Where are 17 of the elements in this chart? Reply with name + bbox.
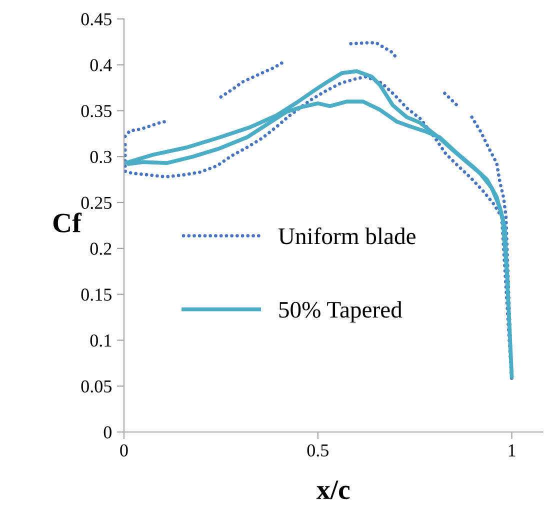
y-tick-label: 0.3 — [90, 150, 112, 164]
y-axis-title: Cf — [53, 212, 82, 232]
y-tick-label: 0.05 — [81, 380, 112, 393]
legend-label: 50% Tapered — [279, 301, 402, 323]
y-tick-label: 0.2 — [90, 242, 112, 255]
x-tick-label: 0 — [120, 444, 128, 457]
y-tick-label: 0.35 — [81, 104, 112, 118]
y-tick-label: 0 — [104, 426, 112, 438]
x-tick-label: 1 — [508, 444, 516, 456]
x-tick-label: 0.5 — [307, 444, 328, 457]
y-tick-label: 0.4 — [90, 59, 112, 72]
y-tick-label: 0.25 — [81, 196, 112, 210]
y-tick-label: 0.45 — [81, 13, 112, 26]
x-axis-title: x/c — [316, 480, 350, 500]
y-tick-label: 0.1 — [90, 334, 112, 347]
legend-label: Uniform blade — [278, 227, 416, 244]
y-tick-label: 0.15 — [81, 288, 112, 301]
